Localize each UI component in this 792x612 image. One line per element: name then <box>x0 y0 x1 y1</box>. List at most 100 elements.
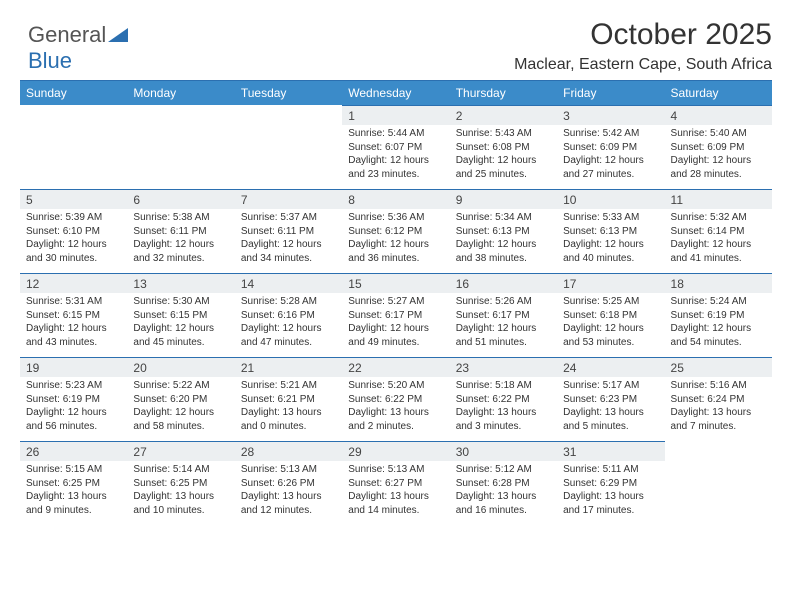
sunset-label: Sunset: <box>348 226 382 237</box>
calendar-table: SundayMondayTuesdayWednesdayThursdayFrid… <box>20 80 772 521</box>
sunrise-value: 5:30 AM <box>173 296 210 307</box>
sunset-label: Sunset: <box>133 310 167 321</box>
sunrise-label: Sunrise: <box>456 128 493 139</box>
day-number: 23 <box>450 357 557 377</box>
sunset-value: 6:15 PM <box>63 310 100 321</box>
day-content: Sunrise: 5:43 AMSunset: 6:08 PMDaylight:… <box>450 125 557 184</box>
sunrise-value: 5:24 AM <box>710 296 747 307</box>
sunrise-label: Sunrise: <box>26 380 63 391</box>
day-content: Sunrise: 5:12 AMSunset: 6:28 PMDaylight:… <box>450 461 557 520</box>
calendar-cell: 20Sunrise: 5:22 AMSunset: 6:20 PMDayligh… <box>127 357 234 441</box>
sunrise-label: Sunrise: <box>671 212 708 223</box>
sunrise-value: 5:25 AM <box>603 296 640 307</box>
sunrise-value: 5:18 AM <box>495 380 532 391</box>
calendar-row: 26Sunrise: 5:15 AMSunset: 6:25 PMDayligh… <box>20 441 772 521</box>
sunset-label: Sunset: <box>456 478 490 489</box>
daylight-label: Daylight: <box>456 155 495 166</box>
sunset-label: Sunset: <box>456 394 490 405</box>
day-number: 31 <box>557 441 664 461</box>
sunset-value: 6:23 PM <box>600 394 637 405</box>
sunset-label: Sunset: <box>241 394 275 405</box>
day-number: 10 <box>557 189 664 209</box>
sunrise-value: 5:38 AM <box>173 212 210 223</box>
daylight-label: Daylight: <box>133 323 172 334</box>
daylight-label: Daylight: <box>26 323 65 334</box>
sunset-label: Sunset: <box>348 478 382 489</box>
daylight-label: Daylight: <box>456 323 495 334</box>
month-title: October 2025 <box>514 18 772 52</box>
calendar-row: 5Sunrise: 5:39 AMSunset: 6:10 PMDaylight… <box>20 189 772 273</box>
day-content: Sunrise: 5:33 AMSunset: 6:13 PMDaylight:… <box>557 209 664 268</box>
daylight-label: Daylight: <box>348 407 387 418</box>
daylight-label: Daylight: <box>671 323 710 334</box>
calendar-cell: 16Sunrise: 5:26 AMSunset: 6:17 PMDayligh… <box>450 273 557 357</box>
sunrise-value: 5:21 AM <box>280 380 317 391</box>
sunset-value: 6:29 PM <box>600 478 637 489</box>
day-number: 30 <box>450 441 557 461</box>
calendar-cell: 27Sunrise: 5:14 AMSunset: 6:25 PMDayligh… <box>127 441 234 521</box>
sunset-value: 6:21 PM <box>278 394 315 405</box>
sunrise-value: 5:22 AM <box>173 380 210 391</box>
daylight-label: Daylight: <box>348 323 387 334</box>
day-number: 28 <box>235 441 342 461</box>
calendar-cell: 25Sunrise: 5:16 AMSunset: 6:24 PMDayligh… <box>665 357 772 441</box>
sunrise-value: 5:28 AM <box>280 296 317 307</box>
sunrise-value: 5:15 AM <box>65 464 102 475</box>
sunset-value: 6:26 PM <box>278 478 315 489</box>
daylight-label: Daylight: <box>456 491 495 502</box>
calendar-cell: 17Sunrise: 5:25 AMSunset: 6:18 PMDayligh… <box>557 273 664 357</box>
daylight-label: Daylight: <box>456 239 495 250</box>
sunset-label: Sunset: <box>563 142 597 153</box>
sunrise-value: 5:14 AM <box>173 464 210 475</box>
sunset-value: 6:22 PM <box>385 394 422 405</box>
sunset-label: Sunset: <box>348 394 382 405</box>
sunrise-label: Sunrise: <box>348 212 385 223</box>
sunset-value: 6:16 PM <box>278 310 315 321</box>
sunrise-label: Sunrise: <box>133 464 170 475</box>
calendar-cell: 11Sunrise: 5:32 AMSunset: 6:14 PMDayligh… <box>665 189 772 273</box>
sunset-value: 6:18 PM <box>600 310 637 321</box>
day-content: Sunrise: 5:22 AMSunset: 6:20 PMDaylight:… <box>127 377 234 436</box>
sunset-value: 6:17 PM <box>492 310 529 321</box>
day-content: Sunrise: 5:34 AMSunset: 6:13 PMDaylight:… <box>450 209 557 268</box>
day-number: 11 <box>665 189 772 209</box>
sunrise-value: 5:36 AM <box>388 212 425 223</box>
sunrise-label: Sunrise: <box>348 128 385 139</box>
daylight-label: Daylight: <box>563 155 602 166</box>
day-content: Sunrise: 5:13 AMSunset: 6:27 PMDaylight:… <box>342 461 449 520</box>
sunrise-label: Sunrise: <box>241 464 278 475</box>
sunset-label: Sunset: <box>133 394 167 405</box>
sunrise-value: 5:20 AM <box>388 380 425 391</box>
calendar-cell: 8Sunrise: 5:36 AMSunset: 6:12 PMDaylight… <box>342 189 449 273</box>
location-text: Maclear, Eastern Cape, South Africa <box>514 56 772 74</box>
calendar-cell: 30Sunrise: 5:12 AMSunset: 6:28 PMDayligh… <box>450 441 557 521</box>
sunrise-value: 5:44 AM <box>388 128 425 139</box>
sunset-value: 6:28 PM <box>492 478 529 489</box>
sunset-value: 6:17 PM <box>385 310 422 321</box>
day-content: Sunrise: 5:20 AMSunset: 6:22 PMDaylight:… <box>342 377 449 436</box>
sunset-value: 6:27 PM <box>385 478 422 489</box>
sunrise-label: Sunrise: <box>671 380 708 391</box>
calendar-cell: 7Sunrise: 5:37 AMSunset: 6:11 PMDaylight… <box>235 189 342 273</box>
sunset-label: Sunset: <box>133 226 167 237</box>
day-content: Sunrise: 5:13 AMSunset: 6:26 PMDaylight:… <box>235 461 342 520</box>
day-content: Sunrise: 5:32 AMSunset: 6:14 PMDaylight:… <box>665 209 772 268</box>
sunrise-label: Sunrise: <box>26 212 63 223</box>
daylight-label: Daylight: <box>241 323 280 334</box>
sunrise-label: Sunrise: <box>563 128 600 139</box>
sunrise-label: Sunrise: <box>133 296 170 307</box>
day-number: 29 <box>342 441 449 461</box>
sunrise-label: Sunrise: <box>133 380 170 391</box>
calendar-cell: 2Sunrise: 5:43 AMSunset: 6:08 PMDaylight… <box>450 105 557 189</box>
sunrise-label: Sunrise: <box>563 296 600 307</box>
day-content: Sunrise: 5:24 AMSunset: 6:19 PMDaylight:… <box>665 293 772 352</box>
calendar-body: 1Sunrise: 5:44 AMSunset: 6:07 PMDaylight… <box>20 105 772 521</box>
daylight-label: Daylight: <box>133 407 172 418</box>
sunset-label: Sunset: <box>563 394 597 405</box>
calendar-cell: 6Sunrise: 5:38 AMSunset: 6:11 PMDaylight… <box>127 189 234 273</box>
sunrise-value: 5:12 AM <box>495 464 532 475</box>
calendar-cell: 13Sunrise: 5:30 AMSunset: 6:15 PMDayligh… <box>127 273 234 357</box>
day-number: 4 <box>665 105 772 125</box>
header: General Blue October 2025 Maclear, Easte… <box>20 18 772 74</box>
sunset-value: 6:25 PM <box>170 478 207 489</box>
